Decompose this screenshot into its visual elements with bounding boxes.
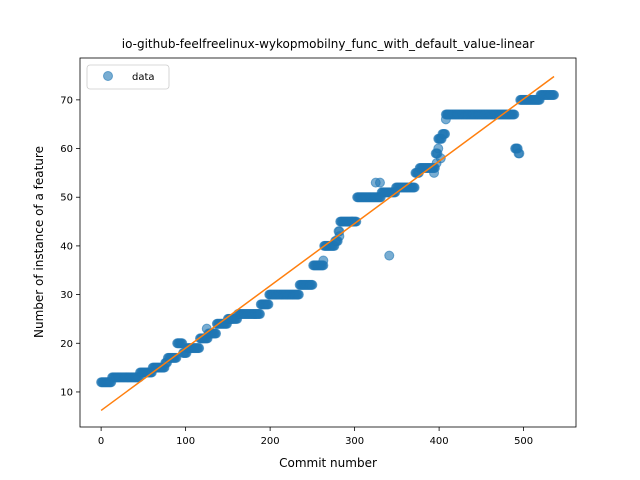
x-tick-label: 100	[176, 436, 195, 447]
data-point	[549, 90, 560, 100]
data-point	[409, 182, 420, 193]
data-point	[307, 279, 318, 290]
y-tick-label: 30	[60, 290, 73, 301]
x-tick-label: 400	[430, 436, 449, 447]
trend-line	[100, 75, 555, 412]
x-tick-label: 200	[261, 436, 280, 447]
series-layer	[96, 75, 560, 412]
data-point	[374, 177, 385, 188]
y-axis-ticks: 10 20 30 40 50 60 70	[60, 95, 80, 398]
y-tick-label: 10	[60, 387, 73, 398]
legend: data	[86, 64, 170, 90]
data-point	[211, 328, 222, 339]
data-point	[293, 289, 304, 300]
data-point	[429, 167, 440, 178]
plot-frame	[79, 57, 577, 428]
data-point	[514, 148, 525, 159]
data-point	[509, 109, 520, 120]
data-point	[254, 309, 265, 320]
chart-title: io-github-feelfreelinux-wykopmobilny_fun…	[122, 37, 535, 51]
legend-box	[86, 64, 170, 90]
y-tick-label: 50	[60, 193, 73, 204]
data-point	[384, 250, 395, 261]
data-point	[433, 143, 444, 154]
legend-label: data	[132, 72, 155, 83]
data-point	[318, 255, 329, 266]
y-tick-label: 70	[60, 95, 73, 106]
y-tick-label: 60	[60, 144, 73, 155]
x-tick-label: 300	[345, 436, 364, 447]
data-point	[442, 109, 453, 120]
legend-marker	[103, 71, 113, 81]
data-point	[440, 128, 451, 139]
data-point	[194, 343, 205, 354]
x-tick-label: 500	[514, 436, 533, 447]
data-point	[263, 299, 274, 310]
x-axis-label: Commit number	[279, 456, 377, 470]
x-tick-label: 0	[98, 436, 104, 447]
y-tick-label: 40	[60, 241, 73, 252]
y-tick-label: 20	[60, 339, 73, 350]
x-axis-ticks: 0 100 200 300 400 500	[98, 427, 533, 447]
y-axis-label: Number of instance of a feature	[32, 146, 46, 338]
